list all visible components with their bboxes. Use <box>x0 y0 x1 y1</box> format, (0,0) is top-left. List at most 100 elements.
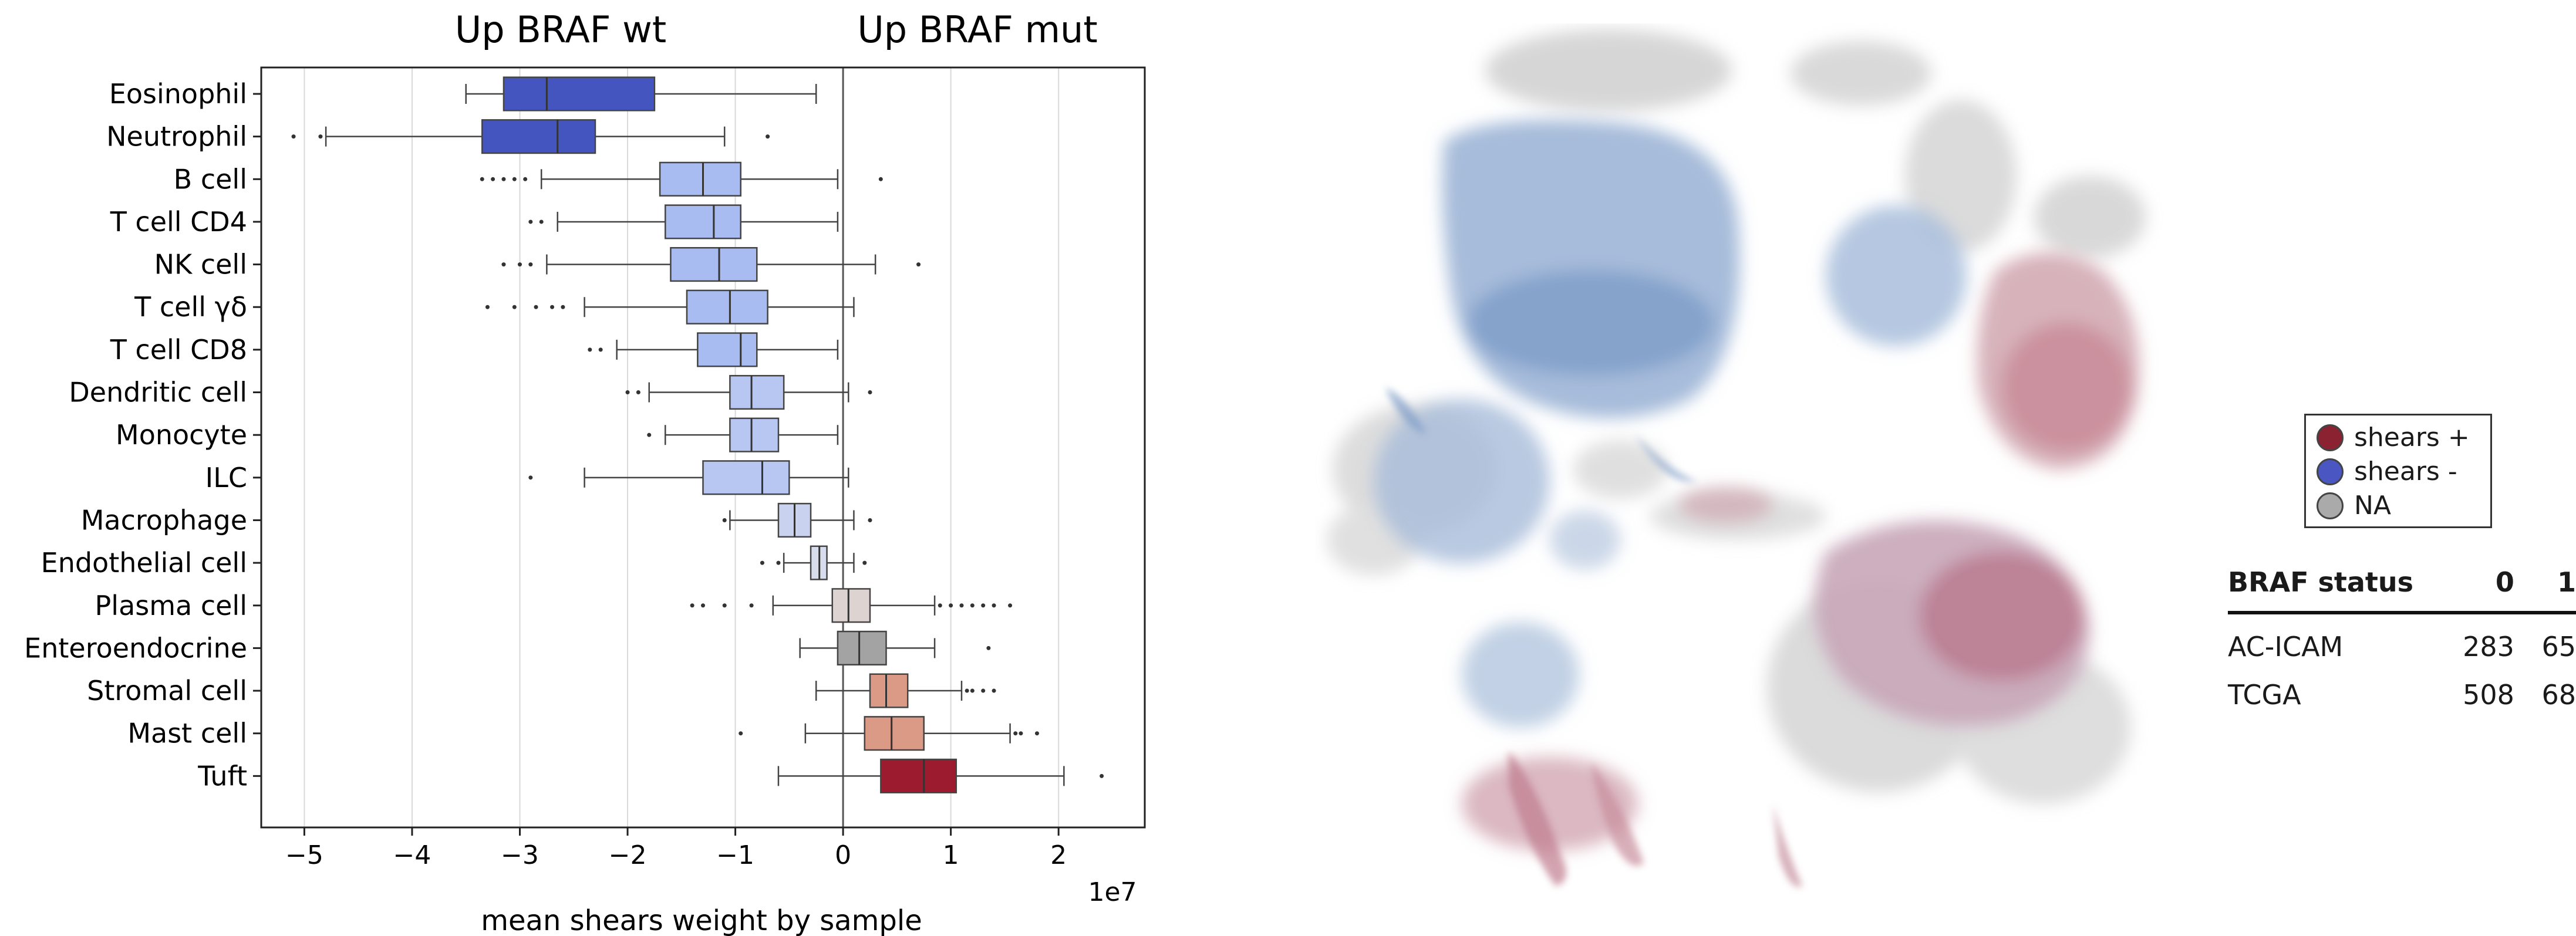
x-tick-label: 0 <box>835 840 851 870</box>
table-header-0: 0 <box>2440 566 2514 614</box>
x-tick-label: −5 <box>285 840 323 870</box>
category-label: NK cell <box>154 249 247 281</box>
outlier-point <box>760 560 764 565</box>
outlier-point <box>965 688 969 693</box>
category-label: Plasma cell <box>95 590 247 621</box>
umap-red-clusters <box>1462 252 2139 851</box>
outlier-point <box>318 134 323 139</box>
category-label: T cell CD8 <box>110 334 247 366</box>
outlier-point <box>1019 731 1023 736</box>
table-cell-value: 68 <box>2541 679 2576 711</box>
box-iqr <box>665 204 741 239</box>
x-tick-label: −1 <box>716 840 754 870</box>
box-iqr <box>686 289 768 325</box>
outlier-point <box>690 603 694 608</box>
category-label: Stromal cell <box>87 675 247 707</box>
table-header-row: BRAF status 0 1 <box>2228 566 2576 614</box>
category-label: Macrophage <box>81 504 247 536</box>
category-label: Tuft <box>197 760 247 792</box>
outlier-point <box>986 646 991 650</box>
outlier-point <box>970 603 975 608</box>
box-iqr <box>729 374 785 410</box>
outlier-point <box>766 134 770 139</box>
table-cell-value: 65 <box>2541 631 2576 663</box>
outlier-point <box>534 305 538 309</box>
box-nk-cell <box>501 247 921 282</box>
outlier-point <box>739 731 743 736</box>
table-cell-value: 283 <box>2463 631 2514 663</box>
umap-plot <box>1327 29 2146 887</box>
box-iqr <box>659 161 741 197</box>
x-tick-label: −4 <box>393 840 431 870</box>
legend-swatch-shears-plus <box>2317 424 2344 451</box>
box-t-cell-cd8 <box>588 332 839 367</box>
outlier-point <box>523 177 528 181</box>
outlier-point <box>561 305 565 309</box>
outlier-point <box>480 177 484 181</box>
outlier-point <box>938 603 942 608</box>
outlier-point <box>1034 731 1039 736</box>
legend-swatch-shears-minus <box>2317 458 2344 485</box>
box-dendritic-cell <box>625 374 872 410</box>
legend-item-na: NA <box>2317 488 2391 523</box>
outlier-point <box>550 305 555 309</box>
x-offset-label: 1e7 <box>1088 877 1137 907</box>
outlier-point <box>291 134 296 139</box>
box-t-cell- <box>485 289 855 325</box>
legend-label-shears-plus: shears + <box>2354 423 2470 452</box>
box-enteroendocrine <box>799 630 991 665</box>
outlier-point <box>868 390 872 395</box>
outlier-point <box>749 603 754 608</box>
table-cell-value: 508 <box>2463 679 2514 711</box>
category-labels: Eosinophil Neutrophil B cell T cell CD4 NK c… <box>24 78 261 792</box>
boxplot-chart: Up BRAF wt Up BRAF mut Eosinophil Neutrop… <box>24 8 1146 936</box>
legend-item-shears-plus: shears + <box>2317 420 2470 455</box>
outlier-point <box>501 262 506 267</box>
outlier-point <box>517 262 522 267</box>
outlier-point <box>636 390 640 395</box>
legend-label-na: NA <box>2354 491 2392 521</box>
outlier-point <box>868 518 872 522</box>
x-tick-label: 2 <box>1050 840 1067 870</box>
box-iqr <box>503 76 656 111</box>
title-right: Up BRAF mut <box>857 8 1097 51</box>
category-label: Endothelial cell <box>41 547 247 579</box>
category-label: T cell CD4 <box>110 206 247 238</box>
box-eosinophil <box>465 76 817 111</box>
outlier-point <box>722 518 727 522</box>
box-plasma-cell <box>690 588 1013 623</box>
outlier-point <box>512 305 517 309</box>
box-stromal-cell <box>815 673 996 708</box>
category-label: Mast cell <box>127 718 247 749</box>
boxes <box>291 76 1104 793</box>
table-row: TCGA 508 68 <box>2228 663 2576 711</box>
category-label: T cell γδ <box>134 291 247 323</box>
box-macrophage <box>722 502 872 538</box>
outlier-point <box>625 390 630 395</box>
category-label: Neutrophil <box>106 121 247 153</box>
box-iqr <box>481 119 596 154</box>
table-cell-cohort: AC-ICAM <box>2228 631 2344 663</box>
outlier-point <box>539 219 544 224</box>
x-tick-label: −3 <box>501 840 539 870</box>
box-iqr <box>670 247 758 282</box>
outlier-point <box>1013 731 1018 736</box>
outlier-point <box>491 177 495 181</box>
box-iqr <box>880 758 957 793</box>
outlier-point <box>970 688 975 693</box>
plot-frame <box>260 66 1146 829</box>
outlier-point <box>992 603 996 608</box>
box-mast-cell <box>739 716 1039 751</box>
outlier-point <box>485 305 490 309</box>
braf-status-table: BRAF status 0 1 AC-ICAM 283 65 TCGA 508 … <box>2228 566 2576 711</box>
box-iqr <box>869 673 909 708</box>
x-tick-label: 1 <box>943 840 959 870</box>
outlier-point <box>916 262 921 267</box>
outlier-point <box>528 475 533 480</box>
table-header-braf-status: BRAF status <box>2228 566 2441 614</box>
table-header-1: 1 <box>2514 566 2576 614</box>
outlier-point <box>1100 773 1104 778</box>
box-ilc <box>528 460 849 495</box>
outlier-point <box>949 603 953 608</box>
category-label: Eosinophil <box>109 78 247 110</box>
